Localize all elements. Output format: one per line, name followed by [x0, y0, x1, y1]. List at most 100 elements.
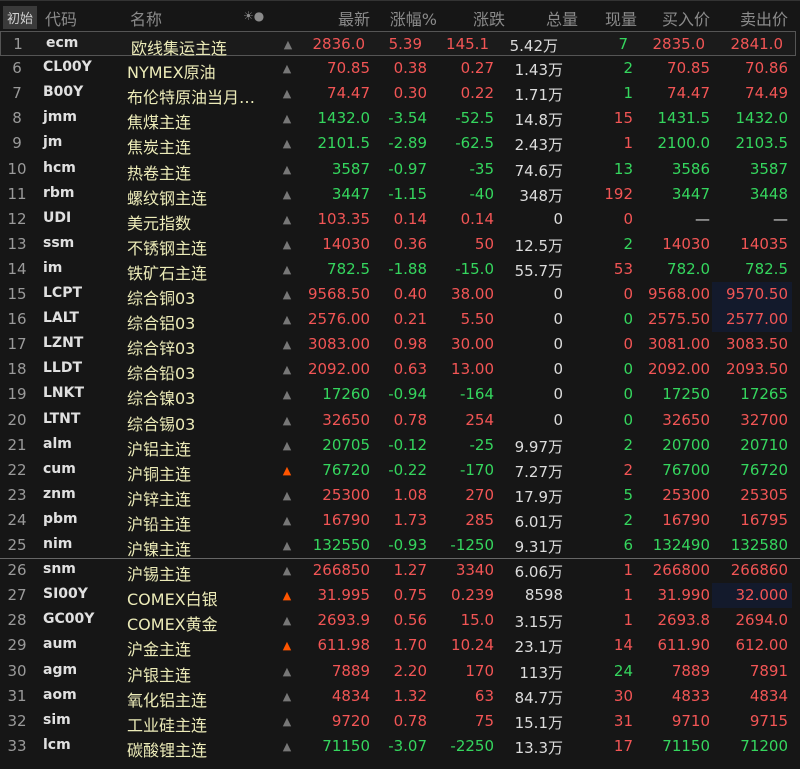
change: 270	[465, 485, 494, 504]
symbol-name: 综合锌03	[127, 339, 196, 359]
table-row[interactable]: 8 jmm 焦煤主连 ▲ 1432.0 -3.54 -52.5 14.8万 15…	[0, 106, 800, 133]
col-code[interactable]: 代码	[45, 10, 78, 29]
col-vol[interactable]: 总量	[545, 10, 578, 29]
table-row[interactable]: 27 SI00Y COMEX白银 ▲ 31.995 0.75 0.239 859…	[0, 583, 800, 609]
table-row[interactable]: 32 sim 工业硅主连 ▲ 9720 0.78 75 15.1万 31 971…	[0, 709, 800, 735]
bell-icon[interactable]: ▲	[282, 689, 292, 703]
symbol-name: 焦煤主连	[127, 113, 192, 133]
bell-icon[interactable]: ▲	[282, 212, 292, 226]
table-row[interactable]: 16 LALT 综合铝03 ▲ 2576.00 0.21 5.50 0 0 25…	[0, 307, 800, 333]
change-percent: 1.70	[393, 636, 427, 655]
symbol-code: pbm	[43, 510, 78, 527]
ask-price: 3083.50	[725, 335, 788, 354]
table-row[interactable]: 26 snm 沪锡主连 ▲ 266850 1.27 3340 6.06万 1 2…	[0, 558, 800, 585]
bell-icon[interactable]: ▲	[282, 438, 292, 452]
change-percent: 0.38	[393, 59, 427, 78]
bell-icon[interactable]: ▲	[282, 187, 292, 201]
col-ask[interactable]: 卖出价	[739, 10, 788, 29]
bell-icon[interactable]: ▲	[282, 313, 292, 327]
table-row[interactable]: 18 LLDT 综合铅03 ▲ 2092.00 0.63 13.00 0 0 2…	[0, 357, 800, 383]
bell-icon[interactable]: ▲	[282, 589, 292, 603]
table-row[interactable]: 15 LCPT 综合铜03 ▲ 9568.50 0.40 38.00 0 0 9…	[0, 282, 800, 308]
bell-icon[interactable]: ▲	[282, 639, 292, 653]
bid-price: 2092.00	[647, 360, 710, 379]
bell-icon[interactable]: ▲	[282, 388, 292, 402]
table-row[interactable]: 14 im 铁矿石主连 ▲ 782.5 -1.88 -15.0 55.7万 53…	[0, 257, 800, 283]
bell-icon[interactable]: ▲	[282, 363, 292, 377]
ask-price: 70.86	[745, 59, 788, 78]
init-button[interactable]: 初始	[3, 6, 38, 29]
symbol-code: LZNT	[43, 335, 84, 352]
bell-icon[interactable]: ▲	[282, 413, 292, 427]
table-row[interactable]: 11 rbm 螺纹钢主连 ▲ 3447 -1.15 -40 348万 192 3…	[0, 182, 800, 208]
bell-icon[interactable]: ▲	[282, 539, 292, 552]
last-price: 266850	[312, 561, 370, 580]
change-percent: 0.40	[393, 285, 427, 303]
table-row[interactable]: 13 ssm 不锈钢主连 ▲ 14030 0.36 50 12.5万 2 140…	[0, 232, 800, 258]
col-pct[interactable]: 涨幅%	[389, 10, 437, 29]
symbol-code: hcm	[43, 159, 76, 176]
last-price: 611.98	[317, 636, 371, 655]
bell-icon[interactable]: ▲	[282, 463, 292, 477]
row-index: 26	[7, 561, 27, 580]
bell-icon[interactable]: ▲	[282, 162, 292, 176]
bell-icon[interactable]: ▲	[282, 288, 292, 301]
col-cur[interactable]: 现量	[604, 10, 637, 29]
table-row[interactable]: 7 B00Y 布伦特原油当月… ▲ 74.47 0.30 0.22 1.71万 …	[0, 81, 800, 107]
total-volume: 5.42万	[509, 37, 558, 55]
table-row[interactable]: 1 ecm 欧线集运主连 ▲ 2836.0 5.39 145.1 5.42万 7…	[0, 31, 796, 58]
table-row[interactable]: 24 pbm 沪铅主连 ▲ 16790 1.73 285 6.01万 2 167…	[0, 508, 800, 534]
table-row[interactable]: 21 alm 沪铝主连 ▲ 20705 -0.12 -25 9.97万 2 20…	[0, 433, 800, 459]
table-row[interactable]: 20 LTNT 综合锡03 ▲ 32650 0.78 254 0 0 32650…	[0, 408, 800, 434]
col-chg[interactable]: 涨跌	[472, 10, 505, 29]
table-row[interactable]: 22 cum 沪铜主连 ▲ 76720 -0.22 -170 7.27万 2 7…	[0, 458, 800, 484]
table-row[interactable]: 23 znm 沪锌主连 ▲ 25300 1.08 270 17.9万 5 253…	[0, 483, 800, 509]
col-alert-toggle[interactable]: ☀●	[243, 9, 265, 23]
change: -170	[459, 460, 494, 479]
last-price: 2101.5	[317, 134, 371, 153]
last-price: 2576.00	[307, 310, 370, 329]
table-row[interactable]: 17 LZNT 综合锌03 ▲ 3083.00 0.98 30.00 0 0 3…	[0, 332, 800, 359]
table-row[interactable]: 33 lcm 碳酸锂主连 ▲ 71150 -3.07 -2250 13.3万 1…	[0, 734, 800, 760]
col-last[interactable]: 最新	[337, 10, 370, 29]
bell-icon[interactable]: ▲	[282, 714, 292, 728]
table-row[interactable]: 25 nim 沪镍主连 ▲ 132550 -0.93 -1250 9.31万 6…	[0, 533, 800, 559]
bell-icon[interactable]: ▲	[282, 488, 292, 502]
col-name[interactable]: 名称	[130, 10, 163, 29]
bell-icon[interactable]: ▲	[282, 564, 292, 578]
bell-icon[interactable]: ▲	[282, 237, 292, 251]
table-row[interactable]: 28 GC00Y COMEX黄金 ▲ 2693.9 0.56 15.0 3.15…	[0, 608, 800, 634]
bell-icon[interactable]: ▲	[282, 614, 292, 628]
last-price: 32650	[322, 410, 370, 429]
current-volume: 15	[613, 109, 633, 128]
bid-price: 14030	[662, 234, 710, 253]
bell-icon[interactable]: ▲	[282, 137, 292, 151]
table-row[interactable]: 31 aom 氧化铝主连 ▲ 4834 1.32 63 84.7万 30 483…	[0, 684, 800, 710]
bell-icon[interactable]: ▲	[282, 664, 292, 678]
table-row[interactable]: 30 agm 沪银主连 ▲ 7889 2.20 170 113万 24 7889…	[0, 659, 800, 685]
table-row[interactable]: 6 CL00Y NYMEX原油 ▲ 70.85 0.38 0.27 1.43万 …	[0, 56, 800, 82]
last-price: 9568.50	[307, 285, 370, 303]
bell-icon[interactable]: ▲	[282, 338, 292, 352]
table-row[interactable]: 19 LNKT 综合镍03 ▲ 17260 -0.94 -164 0 0 172…	[0, 382, 800, 408]
bell-icon[interactable]: ▲	[282, 62, 292, 76]
ask-price: 4834	[749, 686, 788, 705]
table-row[interactable]: 10 hcm 热卷主连 ▲ 3587 -0.97 -35 74.6万 13 35…	[0, 157, 800, 183]
bell-icon[interactable]: ▲	[282, 262, 292, 276]
last-price: 70.85	[327, 59, 370, 78]
symbol-code: UDI	[43, 209, 72, 226]
bell-icon[interactable]: ▲	[282, 513, 292, 527]
symbol-name: 沪锡主连	[127, 565, 192, 585]
bell-icon[interactable]: ▲	[283, 38, 293, 51]
bid-price: 266800	[652, 561, 710, 580]
total-volume: 1.43万	[514, 61, 563, 80]
table-row[interactable]: 12 UDI 美元指数 ▲ 103.35 0.14 0.14 0 0 — —	[0, 207, 800, 233]
table-row[interactable]: 9 jm 焦炭主连 ▲ 2101.5 -2.89 -62.5 2.43万 1 2…	[0, 131, 800, 157]
table-row[interactable]: 29 aum 沪金主连 ▲ 611.98 1.70 10.24 23.1万 14…	[0, 633, 800, 659]
row-index: 7	[12, 84, 22, 103]
bell-icon[interactable]: ▲	[282, 87, 292, 101]
col-bid[interactable]: 买入价	[661, 10, 710, 29]
symbol-code: ecm	[46, 35, 79, 51]
bell-icon[interactable]: ▲	[282, 739, 292, 753]
bell-icon[interactable]: ▲	[282, 112, 292, 126]
